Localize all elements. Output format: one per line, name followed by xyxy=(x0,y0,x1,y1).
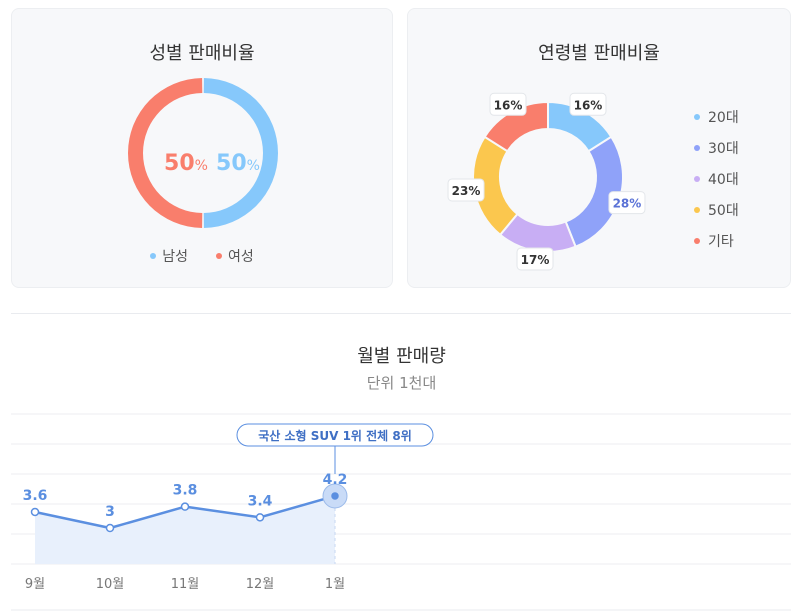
svg-text:17%: 17% xyxy=(521,253,550,267)
gender-slice-2[interactable] xyxy=(127,78,203,228)
age-legend-item-2[interactable]: 30대 xyxy=(694,132,739,163)
svg-text:16%: 16% xyxy=(494,98,523,112)
legend-label: 여성 xyxy=(228,249,254,265)
gender-slice-1[interactable] xyxy=(203,78,279,228)
legend-label: 40대 xyxy=(708,171,739,188)
x-tick-label-4: 12월 xyxy=(246,577,275,592)
svg-text:23%: 23% xyxy=(452,184,481,198)
legend-dot-icon xyxy=(694,144,700,151)
monthly-line-chart: 3.6 9월 3 10월 3.8 11월 3.4 12월 4.2 1월 국산 소형 SUV 1위 전… xyxy=(11,413,791,611)
monthly-chart-subtitle: 단위 1천대 xyxy=(366,374,437,392)
data-point-2[interactable] xyxy=(105,523,115,533)
legend-dot-icon xyxy=(694,175,700,182)
age-donut-chart: 16% 28% 17% 23% 16% xyxy=(447,92,646,271)
legend-dot-icon xyxy=(694,237,700,244)
age-value-label-1: 16% xyxy=(569,92,607,116)
legend-dot-icon xyxy=(694,113,700,120)
age-legend-item-1[interactable]: 20대 xyxy=(694,101,739,132)
data-label-2: 3 xyxy=(105,504,115,520)
annotation-callout: 국산 소형 SUV 1위 전체 8위 xyxy=(236,423,434,447)
legend-label: 50대 xyxy=(708,202,739,219)
gender-legend-item-2[interactable]: 여성 xyxy=(216,246,254,266)
age-slice-5[interactable] xyxy=(483,100,549,153)
data-label-1: 3.6 xyxy=(23,488,48,504)
x-tick-label-5: 1월 xyxy=(325,577,345,592)
age-value-label-3: 17% xyxy=(516,247,554,271)
legend-dot-icon xyxy=(216,253,222,259)
age-value-label-4: 23% xyxy=(447,178,485,202)
legend-label: 남성 xyxy=(162,249,188,265)
monthly-chart-title: 월별 판매량 xyxy=(357,346,446,367)
age-value-label-2: 28% xyxy=(608,191,646,215)
data-label-4: 3.4 xyxy=(248,493,273,509)
age-legend-item-3[interactable]: 40대 xyxy=(694,163,739,194)
gender-donut-chart: 50% 50% xyxy=(127,78,279,228)
series-area xyxy=(35,495,335,564)
gender-sales-card: 성별 판매비율 50% 50% 남성 여성 xyxy=(11,8,393,288)
svg-text:국산 소형 SUV 1위 전체 8위: 국산 소형 SUV 1위 전체 8위 xyxy=(258,428,412,443)
gender-value-label-1: 50% xyxy=(216,151,260,176)
data-label-3: 3.8 xyxy=(173,483,198,499)
x-tick-label-3: 11월 xyxy=(171,577,200,592)
gender-legend-item-1[interactable]: 남성 xyxy=(150,246,188,266)
x-tick-label-1: 9월 xyxy=(25,577,45,592)
data-point-4[interactable] xyxy=(255,513,265,522)
legend-label: 기타 xyxy=(708,233,734,250)
data-point-1[interactable] xyxy=(30,507,40,517)
svg-text:16%: 16% xyxy=(574,98,603,112)
gender-chart-title: 성별 판매비율 xyxy=(149,43,255,64)
age-chart-title: 연령별 판매비율 xyxy=(538,43,660,64)
legend-dot-icon xyxy=(150,253,157,259)
legend-dot-icon xyxy=(694,206,700,213)
gender-legend: 남성 여성 xyxy=(12,246,392,266)
data-label-5: 4.2 xyxy=(323,472,348,488)
data-point-5[interactable] xyxy=(331,492,339,500)
svg-text:28%: 28% xyxy=(613,197,642,211)
age-value-label-5: 16% xyxy=(489,92,527,116)
legend-label: 30대 xyxy=(708,140,739,157)
age-legend-item-4[interactable]: 50대 xyxy=(694,194,739,225)
x-tick-label-2: 10월 xyxy=(96,577,125,592)
section-divider-top xyxy=(11,313,791,314)
age-legend-item-5[interactable]: 기타 xyxy=(694,225,739,256)
gender-value-label-2: 50% xyxy=(164,151,208,176)
data-point-3[interactable] xyxy=(180,502,190,511)
legend-label: 20대 xyxy=(708,109,739,126)
